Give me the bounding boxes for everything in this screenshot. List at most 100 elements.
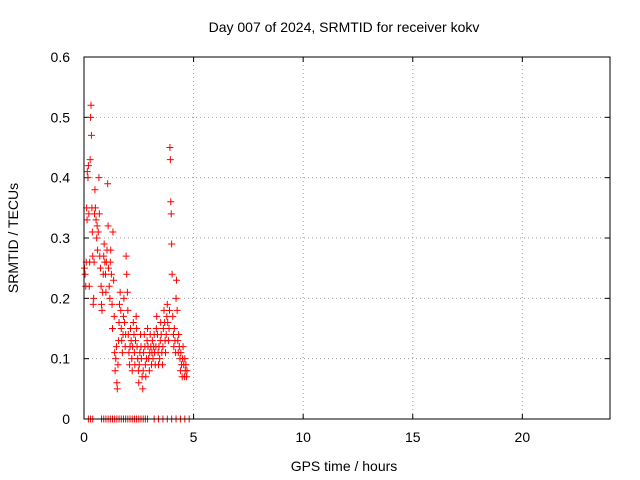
y-tick-label: 0.4	[51, 170, 71, 186]
data-point	[165, 306, 173, 314]
data-point	[116, 288, 124, 296]
data-point	[123, 270, 131, 278]
data-point	[152, 325, 160, 332]
data-point	[158, 361, 166, 369]
data-point	[106, 294, 114, 302]
data-point	[108, 300, 116, 308]
data-point	[91, 186, 99, 194]
data-point	[121, 318, 129, 326]
data-point	[83, 216, 91, 224]
data-point	[163, 312, 171, 320]
data-point	[87, 131, 95, 139]
data-point	[120, 294, 128, 302]
data-point	[105, 264, 113, 272]
data-point	[170, 325, 178, 332]
y-axis-label: SRMTID / TECUs	[5, 183, 21, 293]
data-point	[124, 306, 132, 314]
data-point	[101, 270, 109, 278]
data-point	[110, 312, 118, 320]
data-point	[98, 300, 106, 308]
data-point	[159, 343, 167, 351]
data-point	[167, 198, 175, 206]
data-point	[91, 204, 99, 212]
data-point	[139, 385, 147, 393]
y-tick-label: 0.5	[51, 109, 71, 125]
data-point	[107, 246, 115, 254]
data-point	[111, 367, 119, 375]
data-point	[156, 355, 164, 363]
data-point	[90, 294, 98, 302]
data-point	[96, 264, 104, 272]
data-point	[84, 174, 92, 182]
data-point	[139, 367, 147, 375]
data-point	[109, 228, 117, 236]
data-point	[114, 361, 122, 369]
data-point	[153, 312, 161, 320]
data-point	[113, 385, 121, 393]
data-point	[172, 276, 180, 284]
data-point	[183, 373, 191, 381]
data-point	[111, 349, 119, 357]
data-point	[106, 258, 114, 266]
data-point	[116, 300, 124, 308]
data-point	[162, 349, 170, 357]
data-point	[112, 355, 120, 363]
grid	[84, 57, 610, 419]
data-point	[117, 325, 125, 332]
data-point	[118, 349, 126, 357]
x-tick-label: 10	[295, 429, 311, 445]
data-point	[168, 270, 176, 278]
y-tick-label: 0.3	[51, 230, 71, 246]
data-point	[132, 312, 140, 320]
data-point	[169, 312, 177, 320]
data-point	[163, 300, 171, 308]
data-point	[132, 337, 140, 345]
data-point	[102, 288, 110, 296]
data-point	[164, 337, 172, 345]
data-point	[142, 373, 150, 381]
chart-title: Day 007 of 2024, SRMTID for receiver kok…	[209, 19, 480, 35]
data-point	[83, 168, 91, 176]
data-point	[166, 156, 174, 164]
y-tick-label: 0	[62, 411, 70, 427]
y-tick-label: 0.2	[51, 290, 71, 306]
data-point	[84, 162, 92, 170]
data-point	[119, 312, 127, 320]
data-point	[135, 379, 143, 387]
data-point	[129, 318, 137, 326]
data-point	[110, 276, 118, 284]
x-tick-label: 0	[80, 429, 88, 445]
data-point	[88, 228, 96, 236]
data-point	[168, 240, 176, 248]
data-point	[123, 288, 131, 296]
x-tick-label: 15	[405, 429, 421, 445]
data-point	[183, 367, 191, 375]
data-points	[80, 101, 193, 423]
data-point	[145, 367, 153, 375]
data-point	[87, 101, 95, 109]
data-point	[130, 331, 138, 339]
data-point	[94, 246, 102, 254]
data-point	[144, 325, 152, 332]
y-tick-label: 0.6	[51, 49, 71, 65]
data-point	[175, 331, 183, 339]
data-point	[164, 318, 172, 326]
data-point	[98, 306, 106, 314]
data-point	[113, 379, 121, 387]
data-point	[167, 210, 175, 218]
plot-frame	[83, 56, 611, 420]
y-tick-label: 0.1	[51, 351, 71, 367]
data-point	[172, 294, 180, 302]
data-point	[118, 337, 126, 345]
data-point	[112, 343, 120, 351]
data-point	[117, 306, 125, 314]
data-point	[149, 355, 157, 363]
data-point	[128, 355, 136, 363]
data-point	[108, 325, 116, 332]
data-point	[182, 361, 190, 369]
data-point	[93, 234, 101, 242]
data-point	[92, 216, 100, 224]
data-point	[174, 337, 182, 345]
data-point	[133, 325, 141, 332]
data-point	[148, 337, 156, 345]
